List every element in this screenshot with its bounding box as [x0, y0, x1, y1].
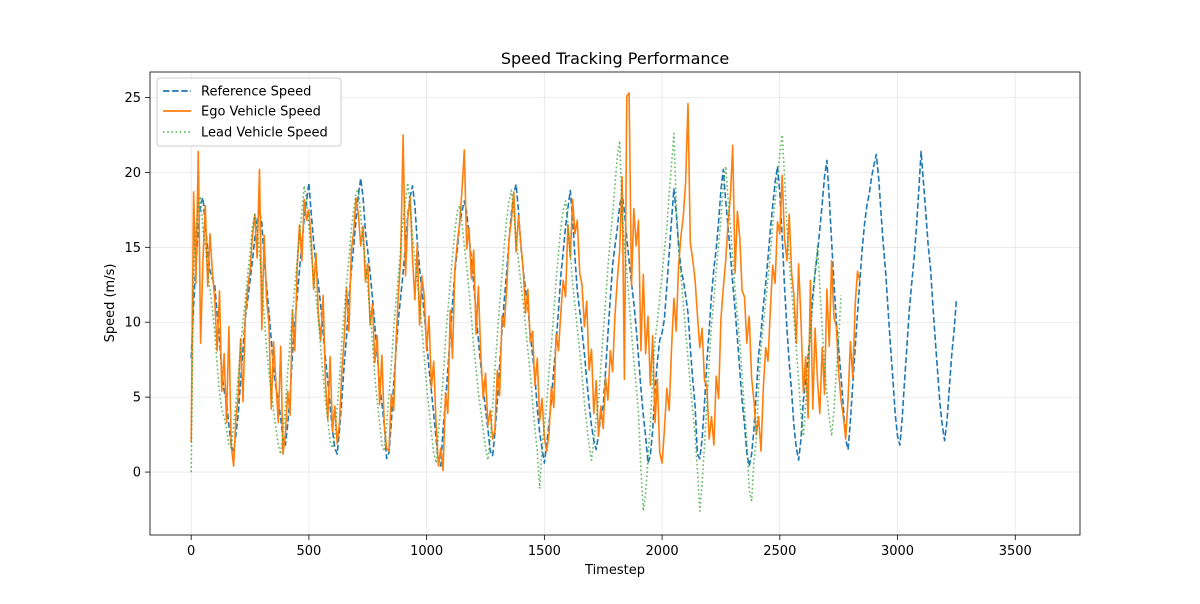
- lead-vehicle-speed-line: [190, 132, 842, 512]
- legend-box: [156, 77, 342, 147]
- y-axis-ticks: 0 5 10 15 20 25: [124, 91, 150, 481]
- legend-label-ego: Ego Vehicle Speed: [201, 105, 321, 120]
- plot-frame: [149, 71, 1081, 536]
- x-tick-label: 2000: [646, 544, 679, 559]
- x-tick-label: 1500: [528, 544, 561, 559]
- reference-speed-line: [190, 150, 958, 467]
- y-tick-label: 25: [124, 91, 141, 106]
- x-tick-label: 500: [297, 544, 322, 559]
- ego-vehicle-speed-line: [190, 92, 861, 472]
- y-tick-label: 5: [133, 391, 141, 406]
- x-tick-label: 0: [187, 544, 195, 559]
- legend-label-reference: Reference Speed: [201, 85, 311, 100]
- y-tick-label: 0: [133, 466, 141, 481]
- x-tick-label: 1000: [410, 544, 443, 559]
- y-axis-label: Speed (m/s): [103, 264, 118, 343]
- x-axis-label: Timestep: [584, 563, 645, 578]
- y-tick-label: 15: [124, 241, 141, 256]
- x-axis-ticks: 0 500 1000 1500 2000 2500 3000 3500: [187, 535, 1032, 559]
- y-tick-label: 10: [124, 316, 141, 331]
- x-tick-label: 3000: [881, 544, 914, 559]
- x-tick-label: 2500: [763, 544, 796, 559]
- x-tick-label: 3500: [999, 544, 1032, 559]
- legend: Reference Speed Ego Vehicle Speed Lead V…: [156, 77, 342, 147]
- y-tick-label: 20: [124, 166, 141, 181]
- chart-title: Speed Tracking Performance: [501, 49, 729, 68]
- legend-label-lead: Lead Vehicle Speed: [201, 126, 328, 141]
- series-lines: [190, 92, 958, 512]
